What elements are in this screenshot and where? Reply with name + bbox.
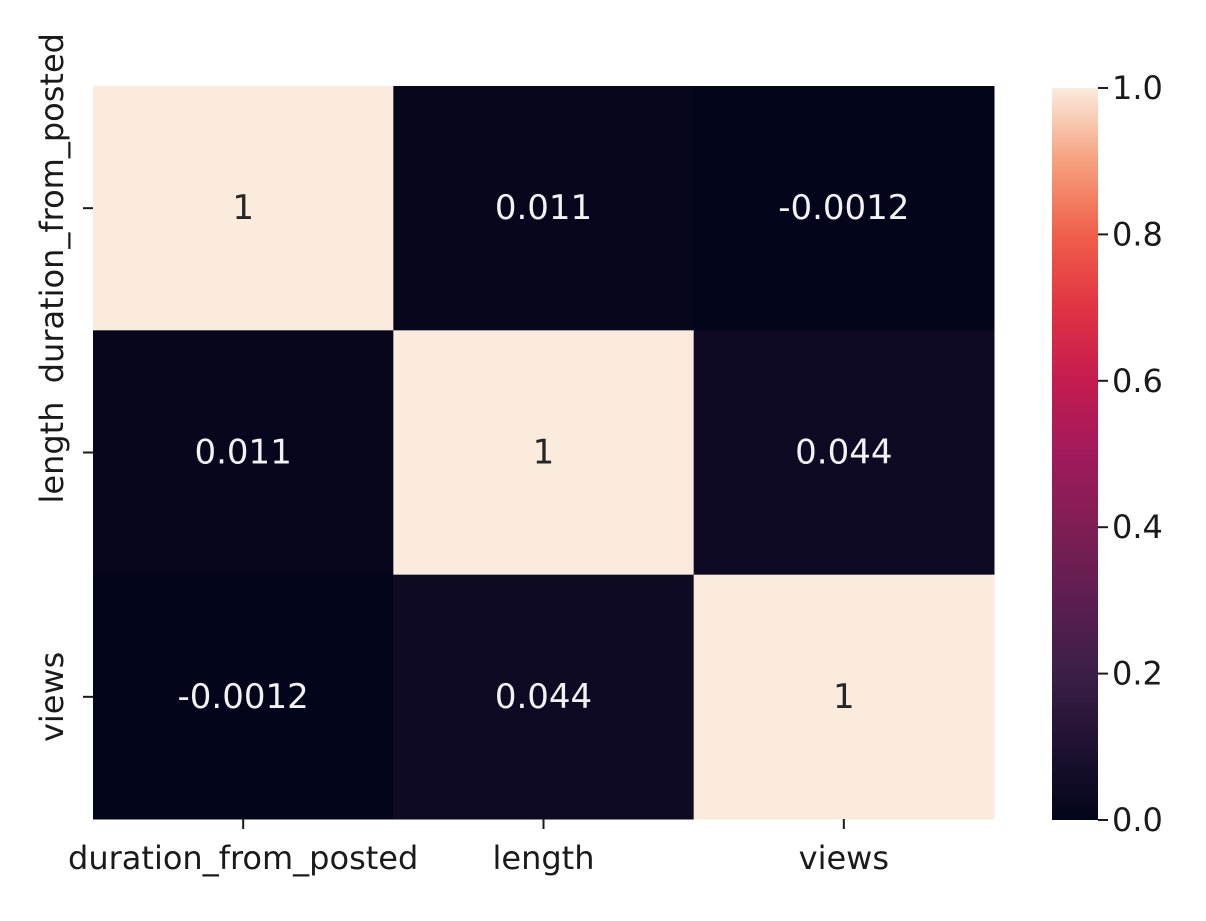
cell-value-label-1-0: 0.011 [194,433,291,473]
y-tick-label-1: length [33,402,71,504]
heatmap-cell-0-1 [393,86,695,331]
colorbar-tick-label-5: 1.0 [1112,69,1163,107]
heatmap-cell-0-2 [693,86,995,331]
cell-value-label-2-1: 0.044 [495,677,592,717]
heatmap-cell-1-0 [93,330,394,576]
heatmap-cell-2-0 [93,574,394,820]
x-tick-label-0: duration_from_posted [68,839,418,877]
y-tick-label-0: duration_from_posted [33,33,71,383]
cell-value-label-2-2: 1 [833,677,855,717]
heatmap-cell-1-1 [393,330,695,576]
colorbar-gradient [1052,88,1098,820]
heatmap-cell-0-0 [93,86,394,331]
colorbar-tick-label-4: 0.8 [1112,215,1163,253]
cell-value-label-1-1: 1 [533,433,555,473]
y-tick-label-2: views [33,652,71,742]
colorbar-tick-label-0: 0.0 [1112,801,1163,839]
heatmap-axes: duration_from_posted length viewsduration_… [33,33,889,877]
colorbar-tick-label-2: 0.4 [1112,508,1163,546]
heatmap-cell-labels: 1 0.011 -0.0012 0.011 1 0.044 -0.0012 0.044 1 [178,188,910,717]
cell-value-label-2-0: -0.0012 [178,677,309,717]
colorbar-tick-label-3: 0.6 [1112,362,1163,400]
cell-value-label-0-1: 0.011 [495,188,592,228]
colorbar-tick-label-1: 0.2 [1112,655,1163,693]
heatmap-cell-2-2 [693,574,995,820]
colorbar: 0.0 0.2 0.4 0.6 0.8 1.0 [1052,69,1163,839]
heatmap-cell-2-1 [393,574,695,820]
cell-value-label-0-0: 1 [232,188,254,228]
cell-value-label-0-2: -0.0012 [778,188,909,228]
heatmap-cell-1-2 [693,330,995,576]
x-tick-label-2: views [799,839,889,877]
cell-value-label-1-2: 0.044 [795,433,892,473]
x-tick-label-1: length [493,839,595,877]
heatmap-cells [93,86,995,820]
